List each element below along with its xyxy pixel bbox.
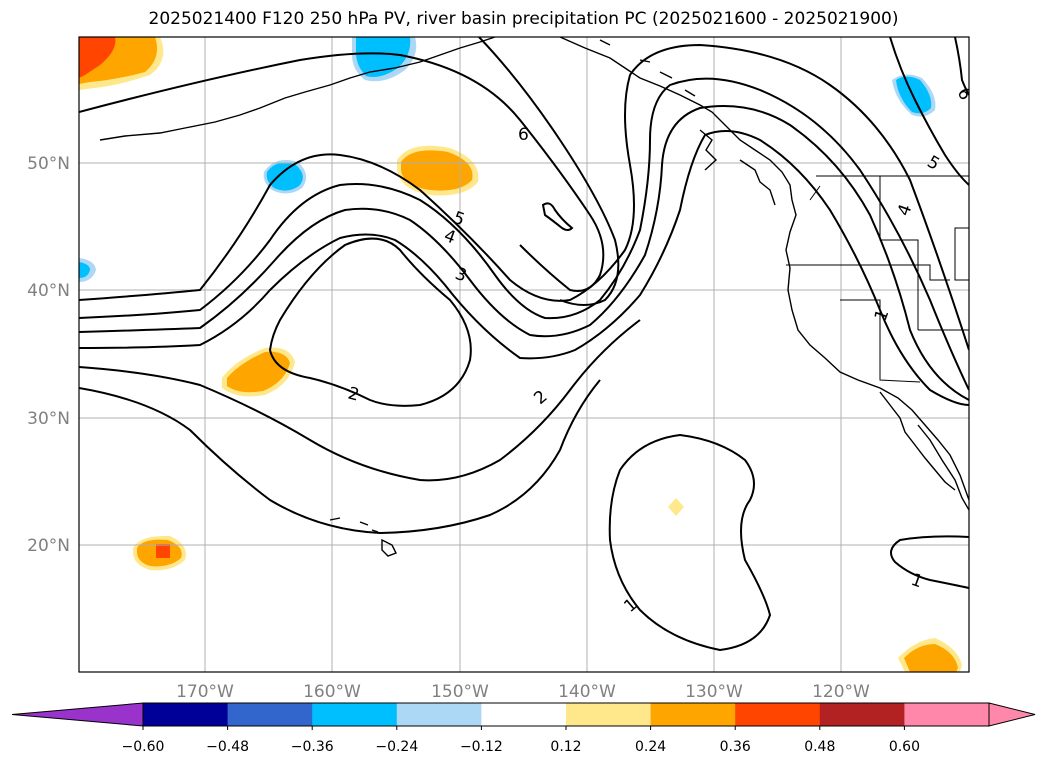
colorbar-tick-label: 0.24 [635,739,666,755]
contour-label: 1 [871,307,893,324]
pv-contour-line [954,37,969,96]
pv-contours [79,37,969,652]
map-title: 2025021400 F120 250 hPa PV, river basin … [148,9,899,29]
precip-negative-blob [79,262,90,278]
colorbar-segment [481,703,567,726]
precip-strong-blob [156,544,170,558]
contour-label: 6 [953,85,976,104]
colorbar-tick-label: −0.60 [122,739,165,755]
contour-label: 4 [894,202,916,219]
pv-contour-line [79,77,969,391]
pv-contour-line [79,105,969,401]
pv-contour-line [79,43,969,351]
pv-contour-line [79,319,641,482]
pv-contour-line [890,535,969,589]
colorbar-tick-label: 0.60 [889,739,920,755]
contour-label: 4 [441,226,458,248]
precip-positive-blob [401,150,473,191]
lon-label: 140°W [558,682,616,702]
lon-label: 150°W [431,682,489,702]
colorbar-segment [396,703,482,726]
contour-label: 1 [620,595,641,617]
precip-positive-blob [904,644,958,672]
pv-contour-line [608,433,772,652]
colorbar: −0.60 −0.48 −0.36 −0.24 −0.12 0.12 0.24 0.36 0.4… [11,702,1036,755]
lon-label: 120°W [812,682,870,702]
lat-label: 30°N [27,409,70,429]
colorbar-max-arrow [988,702,1036,727]
pv-contour-line [478,37,620,306]
lon-label: 170°W [176,682,234,702]
colorbar-segment [566,703,652,726]
colorbar-tick-label: 0.36 [720,739,751,755]
colorbar-segment [143,703,229,726]
colorbar-segment [735,703,821,726]
colorbar-segment [312,703,398,726]
contour-label: 2 [530,387,551,409]
map-frame [78,36,970,673]
colorbar-tick-label: 0.48 [804,739,835,755]
colorbar-tick-label: −0.48 [206,739,249,755]
pv-contour-line [541,202,574,231]
precip-positive-blob [668,498,684,516]
lon-label: 130°W [685,682,743,702]
pv-contour-line [79,379,601,535]
colorbar-tick-label: −0.12 [460,739,503,755]
colorbar-segment [227,703,313,726]
lon-label: 160°W [303,682,361,702]
colorbar-tick-label: −0.24 [375,739,418,755]
lat-label: 50°N [27,154,70,174]
longitude-labels: 170°W 160°W 150°W 140°W 130°W 120°W [176,682,870,702]
colorbar-segment [904,703,989,726]
precip-negative-blob [266,162,303,191]
lat-label: 40°N [27,281,70,301]
precip-strong-blob [79,37,116,78]
lat-label: 20°N [27,536,70,556]
colorbar-segment [819,703,905,726]
colorbar-tick-label: −0.36 [291,739,334,755]
coastlines [99,37,969,557]
pv-contour-line [79,52,605,292]
latitude-labels: 50°N 40°N 30°N 20°N [27,154,70,556]
colorbar-tick-label: 0.12 [550,739,581,755]
pv-contour-line [889,37,969,186]
map-area: 6 5 4 3 2 2 1 1 1 5 4 6 [79,37,976,672]
pv-contour-line [79,130,969,406]
contour-label: 2 [346,384,362,406]
contour-label: 6 [518,125,529,145]
precip-negative-blob [896,76,932,114]
colorbar-min-arrow [11,702,144,727]
precip-positive-blob [227,351,290,393]
pv-contour-line [268,237,472,407]
colorbar-segment [650,703,736,726]
